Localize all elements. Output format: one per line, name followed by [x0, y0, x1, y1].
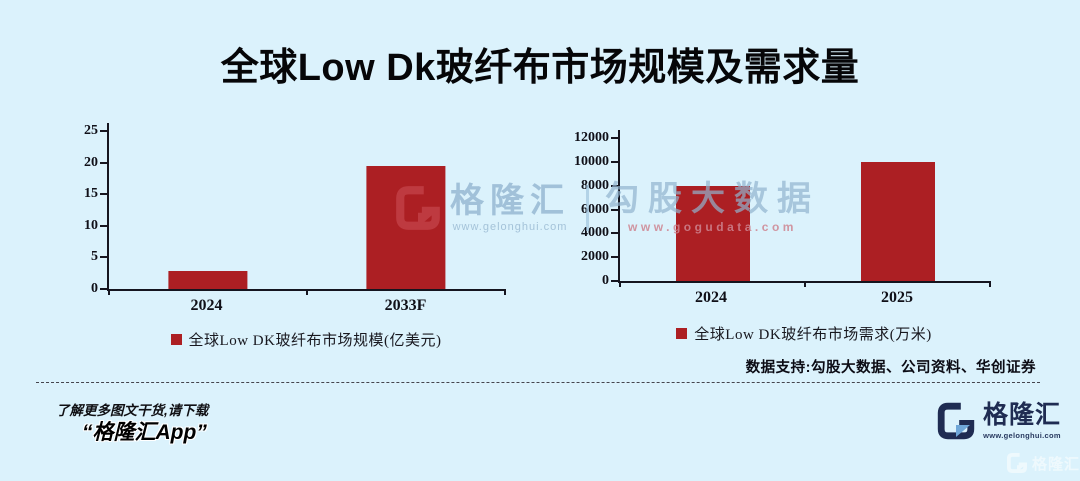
y-tick-label: 6000 — [581, 201, 609, 217]
y-tick-mark — [611, 184, 618, 187]
demand-legend: 全球Low DK玻纤布市场需求(万米) — [618, 323, 990, 344]
x-tick-mark — [504, 289, 506, 295]
y-tick-mark — [100, 130, 107, 132]
demand-chart: 0 2000 4000 6000 8000 10000 12000 2024 2025 全球L… — [574, 130, 991, 344]
footer-logo-name: 格隆汇 — [983, 400, 1062, 429]
x-axis-label: 2025 — [881, 289, 913, 306]
demand-plot-area: 0 2000 4000 6000 8000 10000 12000 — [574, 130, 991, 288]
market-size-plot-area: 0 5 10 15 20 25 — [84, 123, 506, 296]
x-tick-mark — [619, 281, 621, 287]
x-tick-mark — [108, 289, 110, 295]
gelonghui-logo-icon — [1006, 452, 1028, 474]
legend-label: 全球Low DK玻纤布市场需求(万米) — [694, 327, 932, 343]
y-tick-label: 25 — [84, 123, 98, 138]
y-tick-label: 8000 — [581, 177, 609, 193]
y-tick-mark — [100, 256, 107, 259]
y-tick-label: 0 — [602, 273, 609, 288]
page-title: 全球Low Dk玻纤布市场规模及需求量 — [220, 47, 860, 89]
bar-2033F — [366, 165, 446, 289]
y-tick-mark — [611, 208, 618, 211]
y-tick-label: 10 — [84, 217, 98, 233]
y-tick-mark — [100, 288, 107, 290]
x-tick-mark — [306, 289, 308, 295]
promo-line-1: 了解更多图文干货,请下载 — [56, 403, 209, 418]
y-tick-label: 0 — [91, 281, 98, 296]
gelonghui-footer-logo: 格隆汇 www.gelonghui.com — [936, 401, 1061, 441]
corner-watermark: 格隆汇 — [1006, 452, 1080, 474]
legend-swatch-icon — [170, 334, 182, 345]
gelonghui-logo-icon — [937, 402, 975, 440]
x-tick-mark — [804, 281, 806, 287]
market-size-x-axis-labels: 2024 2033F — [107, 291, 505, 315]
x-axis-label: 2024 — [190, 297, 223, 314]
footer-divider — [36, 382, 1040, 383]
bar-2024 — [168, 271, 248, 289]
legend-label: 全球Low DK玻纤布市场规模(亿美元) — [188, 333, 442, 349]
y-tick-mark — [100, 193, 107, 196]
x-tick-mark — [989, 281, 991, 287]
bar-2025 — [860, 161, 935, 281]
demand-x-axis-labels: 2024 2025 — [618, 283, 990, 307]
footer-logo-text-block: 格隆汇 www.gelonghui.com — [983, 400, 1062, 440]
y-tick-mark — [611, 137, 618, 139]
footer-logo-url: www.gelonghui.com — [983, 430, 1061, 440]
y-tick-label: 10000 — [574, 153, 609, 169]
y-tick-label: 12000 — [574, 130, 609, 145]
y-tick-mark — [611, 256, 618, 259]
y-tick-label: 5 — [91, 249, 98, 265]
promo-line-2: “格隆汇App” — [82, 421, 207, 444]
data-support-note: 数据支持:勾股大数据、公司资料、华创证券 — [745, 360, 1036, 376]
y-tick-mark — [611, 280, 618, 282]
y-tick-label: 2000 — [581, 249, 609, 265]
x-axis-label: 2033F — [384, 297, 427, 314]
y-tick-label: 20 — [84, 154, 98, 170]
y-tick-mark — [100, 161, 107, 164]
y-tick-label: 4000 — [581, 225, 609, 241]
x-axis-label: 2024 — [695, 289, 727, 306]
corner-watermark-text: 格隆汇 — [1032, 455, 1080, 473]
market-size-legend: 全球Low DK玻纤布市场规模(亿美元) — [107, 329, 505, 350]
market-size-chart: 0 5 10 15 20 25 2024 2033F 全球Low DK玻纤布市场规模(亿美元… — [84, 123, 506, 350]
legend-swatch-icon — [676, 328, 688, 339]
bar-2024 — [675, 185, 750, 281]
y-tick-mark — [611, 160, 618, 163]
y-tick-mark — [100, 224, 107, 227]
y-tick-label: 15 — [84, 186, 98, 202]
y-tick-mark — [611, 232, 618, 235]
